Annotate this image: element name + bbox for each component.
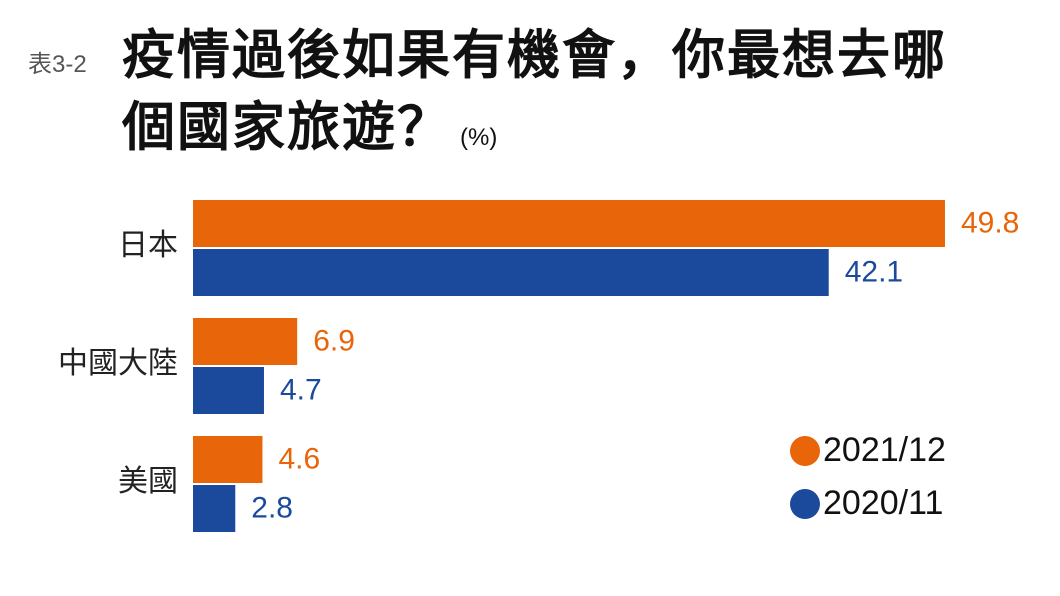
bar xyxy=(193,318,298,365)
bar xyxy=(193,367,264,414)
legend-marker xyxy=(790,436,820,466)
category-label: 美國 xyxy=(118,465,178,498)
legend-marker xyxy=(790,489,820,519)
bar xyxy=(193,249,829,296)
unit-label: (%) xyxy=(460,124,498,151)
value-label: 49.8 xyxy=(961,206,1019,239)
chart-title-block: 疫情過後如果有機會，你最想去哪個國家旅遊？ (%) xyxy=(122,20,982,174)
table-label: 表3-2 xyxy=(28,51,87,78)
bar xyxy=(193,485,236,532)
value-label: 6.9 xyxy=(313,324,355,357)
value-label: 2.8 xyxy=(251,491,293,524)
value-label: 4.7 xyxy=(280,373,322,406)
chart-title: 疫情過後如果有機會，你最想去哪個國家旅遊？ xyxy=(122,26,947,157)
category-label: 中國大陸 xyxy=(58,347,178,380)
legend-label: 2021/12 xyxy=(823,431,946,469)
value-label: 42.1 xyxy=(845,255,903,288)
bar xyxy=(193,436,263,483)
category-label: 日本 xyxy=(118,229,178,262)
value-label: 4.6 xyxy=(278,442,320,475)
legend-label: 2020/11 xyxy=(823,484,943,522)
bar xyxy=(193,200,945,247)
